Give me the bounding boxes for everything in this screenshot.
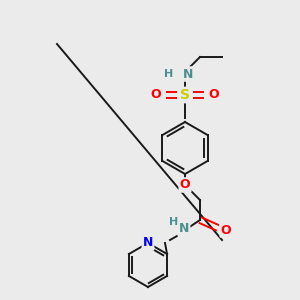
Text: S: S (180, 88, 190, 102)
Text: O: O (180, 178, 190, 191)
Text: H: H (164, 69, 174, 79)
Text: N: N (143, 236, 153, 250)
Text: O: O (221, 224, 231, 236)
Text: N: N (183, 68, 193, 80)
Text: H: H (169, 217, 178, 227)
Text: O: O (209, 88, 219, 101)
Text: O: O (151, 88, 161, 101)
Text: N: N (179, 223, 189, 236)
